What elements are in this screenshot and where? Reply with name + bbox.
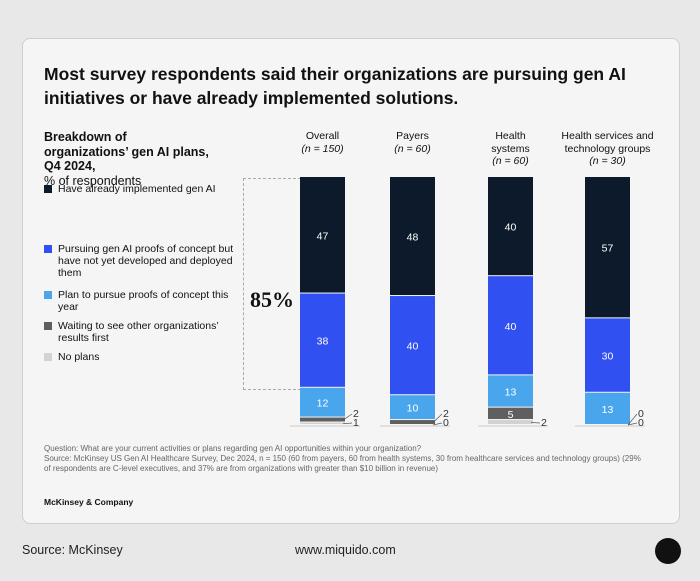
data-label: 2 <box>353 408 359 420</box>
sample-size: (n = 150) <box>301 142 344 155</box>
bar-segment <box>585 318 630 392</box>
source-note: Source: McKinsey US Gen AI Healthcare Su… <box>44 454 641 473</box>
data-label: 12 <box>317 398 329 410</box>
bar-segment <box>390 420 435 424</box>
miquido-logo-icon <box>655 538 681 564</box>
category-label: Payers <box>396 130 429 142</box>
bar-segment <box>300 387 345 417</box>
highlight-bracket <box>243 178 301 390</box>
question-note: Question: What are your current activiti… <box>44 444 422 453</box>
legend-swatch <box>44 245 52 253</box>
bar-segment <box>488 177 533 276</box>
bar-segment <box>488 420 533 424</box>
data-label: 5 <box>508 409 514 421</box>
leader-line <box>432 413 443 423</box>
category-label: Overall <box>305 130 340 142</box>
column-header: Health services and technology groups (n … <box>543 130 673 168</box>
data-label: 47 <box>317 230 329 242</box>
bar-segment <box>488 375 533 407</box>
legend-item: Plan to pursue proofs of concept this ye… <box>44 289 244 313</box>
legend-swatch <box>44 353 52 361</box>
bar-segment <box>390 395 435 420</box>
column-header: Payers (n = 60) <box>373 130 453 155</box>
data-label: 10 <box>407 403 419 415</box>
leader-line <box>432 422 443 426</box>
data-label: 30 <box>602 351 614 363</box>
leader-line <box>342 413 353 421</box>
data-label: 40 <box>505 321 517 333</box>
legend-label: Pursuing gen AI proofs of concept but ha… <box>58 243 234 279</box>
sample-size: (n = 30) <box>589 155 626 167</box>
legend-swatch <box>44 185 52 193</box>
legend-item: Have already implemented gen AI <box>44 183 244 195</box>
chart-card <box>22 38 680 524</box>
legend-label: Have already implemented gen AI <box>58 183 216 195</box>
chart-subtitle: Breakdown of organizations’ gen AI plans… <box>44 130 214 188</box>
data-label: 0 <box>638 417 644 429</box>
bar-segment <box>300 417 345 422</box>
legend-label: Waiting to see other organizations’ resu… <box>58 320 219 344</box>
legend-item: No plans <box>44 351 244 363</box>
leader-line <box>627 413 638 426</box>
data-label: 2 <box>541 417 547 429</box>
bar-segment <box>300 422 345 424</box>
legend-swatch <box>44 291 52 299</box>
legend-item: Pursuing gen AI proofs of concept but ha… <box>44 243 244 279</box>
data-label: 13 <box>602 404 614 416</box>
leader-line <box>627 422 638 426</box>
subtitle-unit: % of respondents <box>44 173 142 188</box>
column-header: Health systems (n = 60) <box>481 130 541 168</box>
subtitle-bold: Breakdown of organizations’ gen AI plans… <box>44 130 209 173</box>
data-label: 40 <box>505 222 517 234</box>
footer-url[interactable]: www.miquido.com <box>295 543 396 557</box>
bar-segment <box>300 177 345 293</box>
data-label: 13 <box>505 387 517 399</box>
bar-segment <box>585 392 630 424</box>
legend-label: Plan to pursue proofs of concept this ye… <box>58 289 229 313</box>
bar-segment <box>488 276 533 375</box>
category-label: Health systems <box>491 130 530 155</box>
sample-size: (n = 60) <box>492 155 529 167</box>
data-label: 2 <box>443 408 449 420</box>
data-label: 57 <box>602 243 614 255</box>
category-label: Health services and technology groups <box>561 130 654 155</box>
bar-segment <box>585 177 630 318</box>
data-label: 0 <box>638 408 644 420</box>
column-header: Overall (n = 150) <box>283 130 363 155</box>
highlight-value: 85% <box>250 287 294 312</box>
data-label: 1 <box>353 417 359 429</box>
data-label: 40 <box>407 341 419 353</box>
data-label: 48 <box>407 232 419 244</box>
brand-label: McKinsey & Company <box>44 497 134 507</box>
footnotes: Question: What are your current activiti… <box>44 444 644 474</box>
bar-segment <box>300 293 345 387</box>
bar-segment <box>488 407 533 420</box>
footer-source: Source: McKinsey <box>22 543 123 557</box>
bar-segment <box>390 296 435 395</box>
data-label: 38 <box>317 336 329 348</box>
leader-line <box>342 422 353 425</box>
legend-label: No plans <box>58 351 100 363</box>
legend-swatch <box>44 322 52 330</box>
sample-size: (n = 60) <box>394 142 431 155</box>
data-label: 0 <box>443 417 449 429</box>
chart-title: Most survey respondents said their organ… <box>44 64 626 108</box>
bar-segment <box>390 177 435 296</box>
legend-item: Waiting to see other organizations’ resu… <box>44 320 244 344</box>
